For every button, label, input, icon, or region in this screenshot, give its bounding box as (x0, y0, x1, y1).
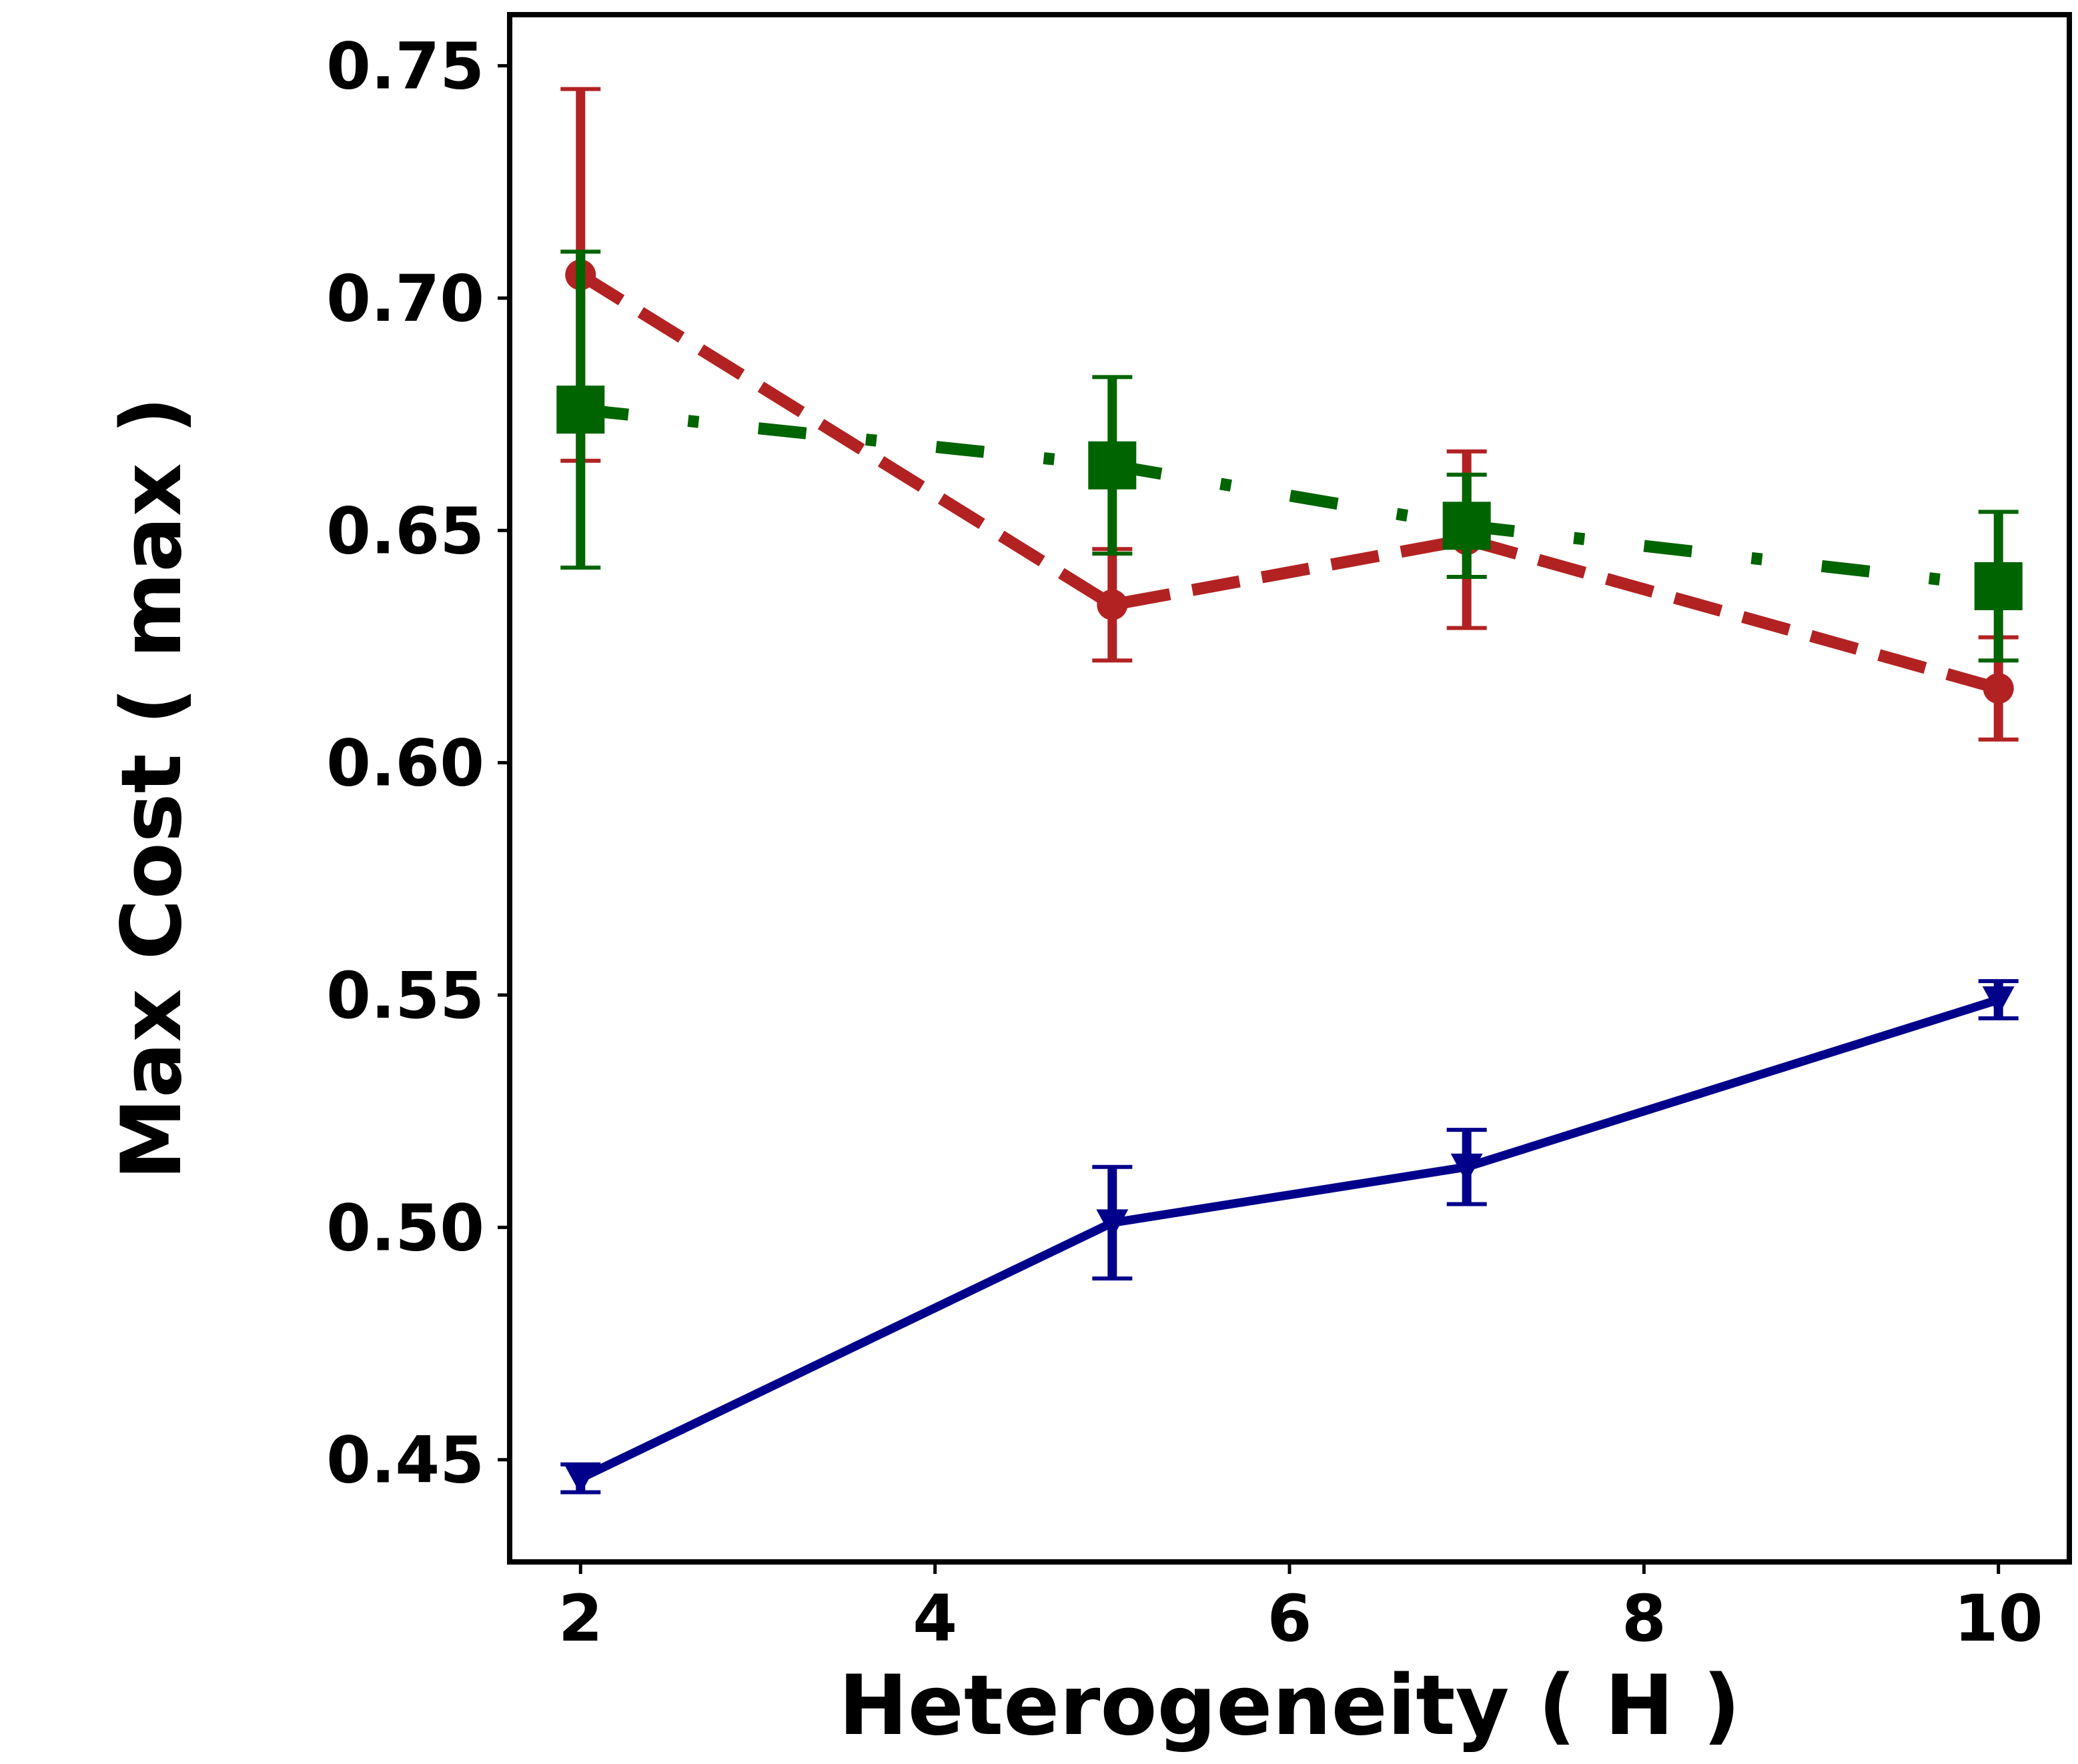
y-tick-label: 0.50 (326, 1190, 484, 1265)
plot-background (510, 15, 2069, 1562)
y-tick-label: 0.45 (326, 1423, 484, 1498)
data-point-triangle (1096, 1209, 1129, 1239)
x-tick-label: 6 (1267, 1581, 1312, 1656)
y-tick-label: 0.75 (326, 29, 484, 104)
y-tick-label: 0.65 (326, 494, 484, 568)
data-point-circle (1983, 673, 2014, 704)
axis-layer: 2 4 6 8 10 0.45 0.50 0.55 0.60 0.65 0.70 0.75 (326, 29, 2043, 1656)
x-tick-label: 8 (1622, 1581, 1666, 1656)
series-2 (556, 249, 2023, 663)
data-point-square (1442, 502, 1491, 550)
data-point-triangle (1450, 1153, 1483, 1183)
data-point-square (556, 385, 605, 434)
series-line (578, 995, 2000, 1483)
series-line (577, 269, 2001, 694)
data-point-triangle (1982, 986, 2015, 1016)
x-axis-label: Heterogeneity ( H ) (839, 1658, 1740, 1754)
series-3 (560, 979, 2019, 1495)
y-tick-label: 0.60 (326, 726, 484, 801)
x-tick-label: 10 (1954, 1581, 2043, 1656)
series-layer (556, 87, 2023, 1495)
data-point-circle (1097, 589, 1128, 620)
y-tick-label: 0.55 (326, 958, 484, 1033)
x-tick-label: 4 (913, 1581, 957, 1656)
x-tick-label: 2 (558, 1581, 603, 1656)
y-axis-label: Max Cost ( max ) (104, 396, 200, 1180)
data-point-square (1974, 562, 2023, 610)
data-point-square (1088, 441, 1137, 490)
y-tick-label: 0.70 (326, 261, 484, 336)
data-point-triangle (564, 1465, 597, 1495)
